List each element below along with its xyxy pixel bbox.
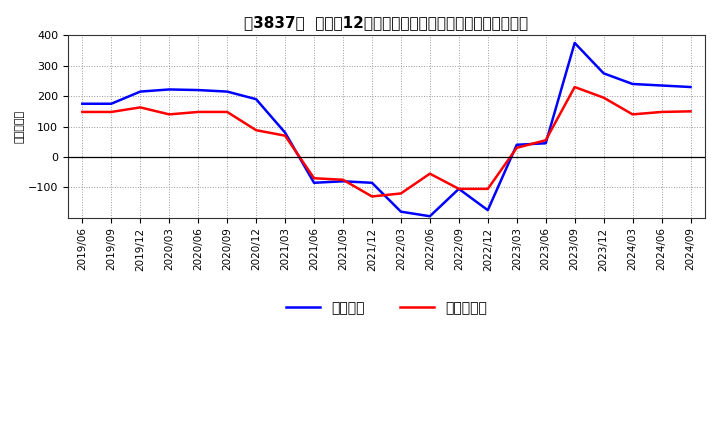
経常利益 <box>570 40 579 46</box>
当期純利益 <box>657 109 666 114</box>
当期純利益 <box>165 112 174 117</box>
当期純利益 <box>368 194 377 199</box>
当期純利益 <box>483 186 492 191</box>
当期純利益 <box>281 133 289 138</box>
当期純利益 <box>194 109 202 114</box>
経常利益 <box>194 88 202 93</box>
Line: 経常利益: 経常利益 <box>82 43 690 216</box>
経常利益 <box>397 209 405 214</box>
Legend: 経常利益, 当期純利益: 経常利益, 当期純利益 <box>286 301 487 315</box>
経常利益 <box>426 213 434 219</box>
経常利益 <box>252 96 261 102</box>
経常利益 <box>281 130 289 135</box>
経常利益 <box>686 84 695 90</box>
経常利益 <box>629 81 637 87</box>
経常利益 <box>454 186 463 191</box>
経常利益 <box>657 83 666 88</box>
当期純利益 <box>397 191 405 196</box>
当期純利益 <box>107 109 116 114</box>
経常利益 <box>513 142 521 147</box>
経常利益 <box>338 179 347 184</box>
当期純利益 <box>310 176 318 181</box>
当期純利益 <box>513 145 521 150</box>
経常利益 <box>599 71 608 76</box>
経常利益 <box>222 89 231 94</box>
当期純利益 <box>629 112 637 117</box>
Line: 当期純利益: 当期純利益 <box>82 87 690 197</box>
経常利益 <box>107 101 116 106</box>
当期純利益 <box>686 109 695 114</box>
当期純利益 <box>136 105 145 110</box>
経常利益 <box>165 87 174 92</box>
当期純利益 <box>252 128 261 133</box>
経常利益 <box>136 89 145 94</box>
Title: ［3837］  利益の12か月移動合計の対前年同期増減額の推移: ［3837］ 利益の12か月移動合計の対前年同期増減額の推移 <box>244 15 528 30</box>
当期純利益 <box>222 109 231 114</box>
経常利益 <box>483 208 492 213</box>
当期純利益 <box>570 84 579 90</box>
Y-axis label: （百万円）: （百万円） <box>15 110 25 143</box>
当期純利益 <box>426 171 434 176</box>
経常利益 <box>368 180 377 185</box>
経常利益 <box>310 180 318 185</box>
当期純利益 <box>78 109 86 114</box>
当期純利益 <box>338 177 347 183</box>
当期純利益 <box>541 138 550 143</box>
経常利益 <box>78 101 86 106</box>
当期純利益 <box>454 186 463 191</box>
当期純利益 <box>599 95 608 100</box>
経常利益 <box>541 141 550 146</box>
